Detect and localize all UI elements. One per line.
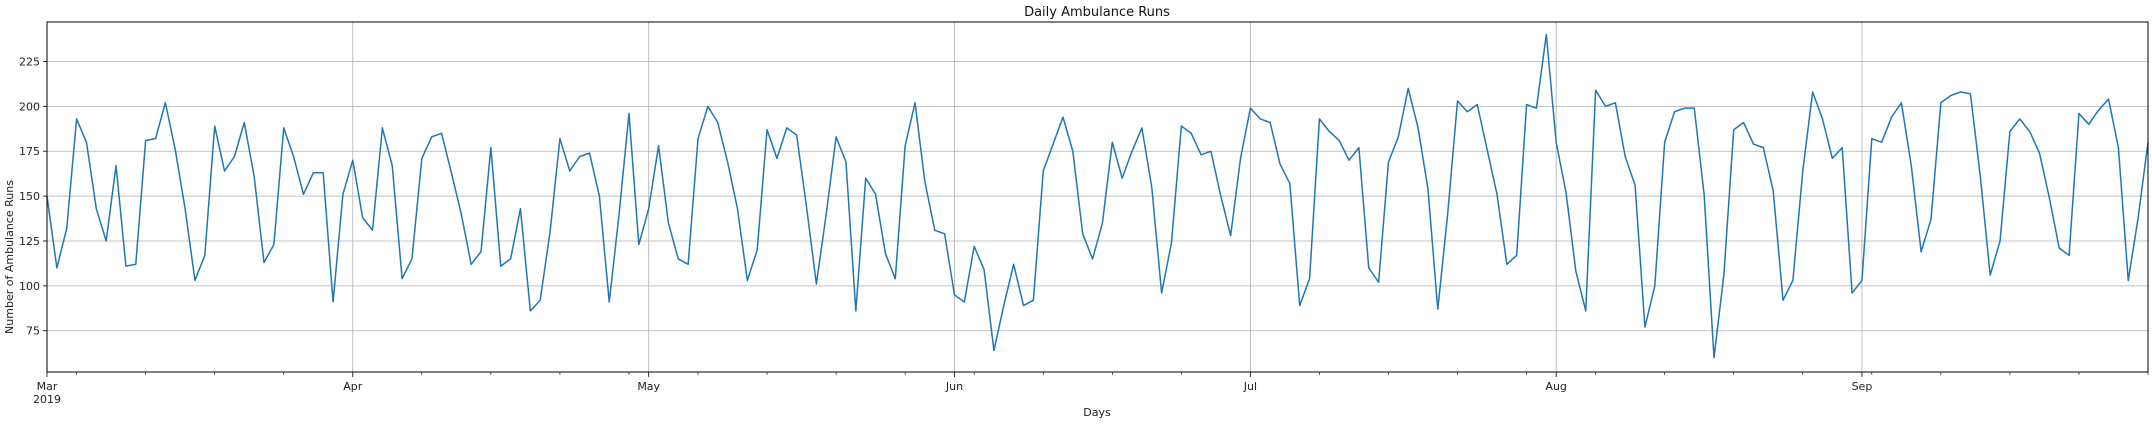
x-tick-label: Jun xyxy=(945,380,963,393)
y-tick-label: 100 xyxy=(19,280,40,293)
x-tick-label: Sep xyxy=(1852,380,1873,393)
x-tick-sublabel: 2019 xyxy=(33,393,61,406)
y-tick-label: 150 xyxy=(19,190,40,203)
x-tick-label: Aug xyxy=(1545,380,1566,393)
y-tick-label: 200 xyxy=(19,100,40,113)
x-tick-label: Apr xyxy=(343,380,363,393)
y-tick-label: 175 xyxy=(19,145,40,158)
y-axis-label: Number of Ambulance Runs xyxy=(3,180,16,334)
x-tick-label: Jul xyxy=(1243,380,1257,393)
y-tick-label: 75 xyxy=(26,325,40,338)
series-layer xyxy=(46,33,2149,359)
grid-lines xyxy=(46,22,2148,372)
chart-title: Daily Ambulance Runs xyxy=(1024,5,1170,20)
series-line xyxy=(46,33,2149,359)
x-axis-label: Days xyxy=(1083,406,1111,419)
plot-frame xyxy=(46,21,2149,373)
x-tick-label: May xyxy=(637,380,660,393)
y-tick-label: 225 xyxy=(19,55,40,68)
x-tick-label: Mar xyxy=(37,380,58,393)
y-tick-label: 125 xyxy=(19,235,40,248)
